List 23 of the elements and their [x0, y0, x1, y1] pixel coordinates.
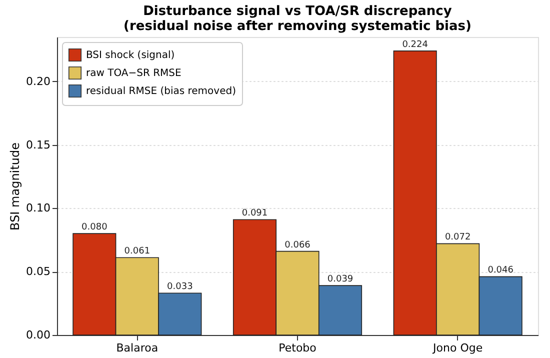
y-tick-label: 0.00	[26, 328, 50, 342]
data-label: 0.080	[82, 222, 108, 233]
x-tick-label: Petobo	[278, 342, 317, 354]
y-tick-label: 0.10	[26, 202, 50, 215]
data-label: 0.033	[167, 282, 193, 292]
legend-label: residual RMSE (bias removed)	[86, 86, 236, 97]
data-label: 0.039	[327, 274, 354, 285]
data-label: 0.061	[124, 246, 150, 257]
y-tick-label: 0.20	[26, 74, 50, 88]
data-label: 0.091	[242, 208, 268, 219]
data-label: 0.224	[402, 40, 428, 50]
data-label: 0.066	[284, 240, 311, 250]
y-tick-label: 0.05	[26, 265, 50, 278]
x-tick-label: Balaroa	[116, 342, 158, 354]
y-axis-title: BSI magnitude	[8, 142, 22, 230]
data-label: 0.072	[444, 232, 471, 243]
legend-label: raw TOA−SR RMSE	[86, 68, 182, 79]
legend-label: BSI shock (signal)	[86, 50, 175, 61]
text: (residual noise after removing systematic bias)	[124, 19, 472, 34]
x-tick-label: Jono Oge	[432, 342, 483, 354]
y-tick-label: 0.15	[26, 138, 50, 152]
data-label: 0.046	[488, 266, 514, 276]
text: Disturbance signal vs TOA/SR discrepancy	[143, 4, 452, 19]
